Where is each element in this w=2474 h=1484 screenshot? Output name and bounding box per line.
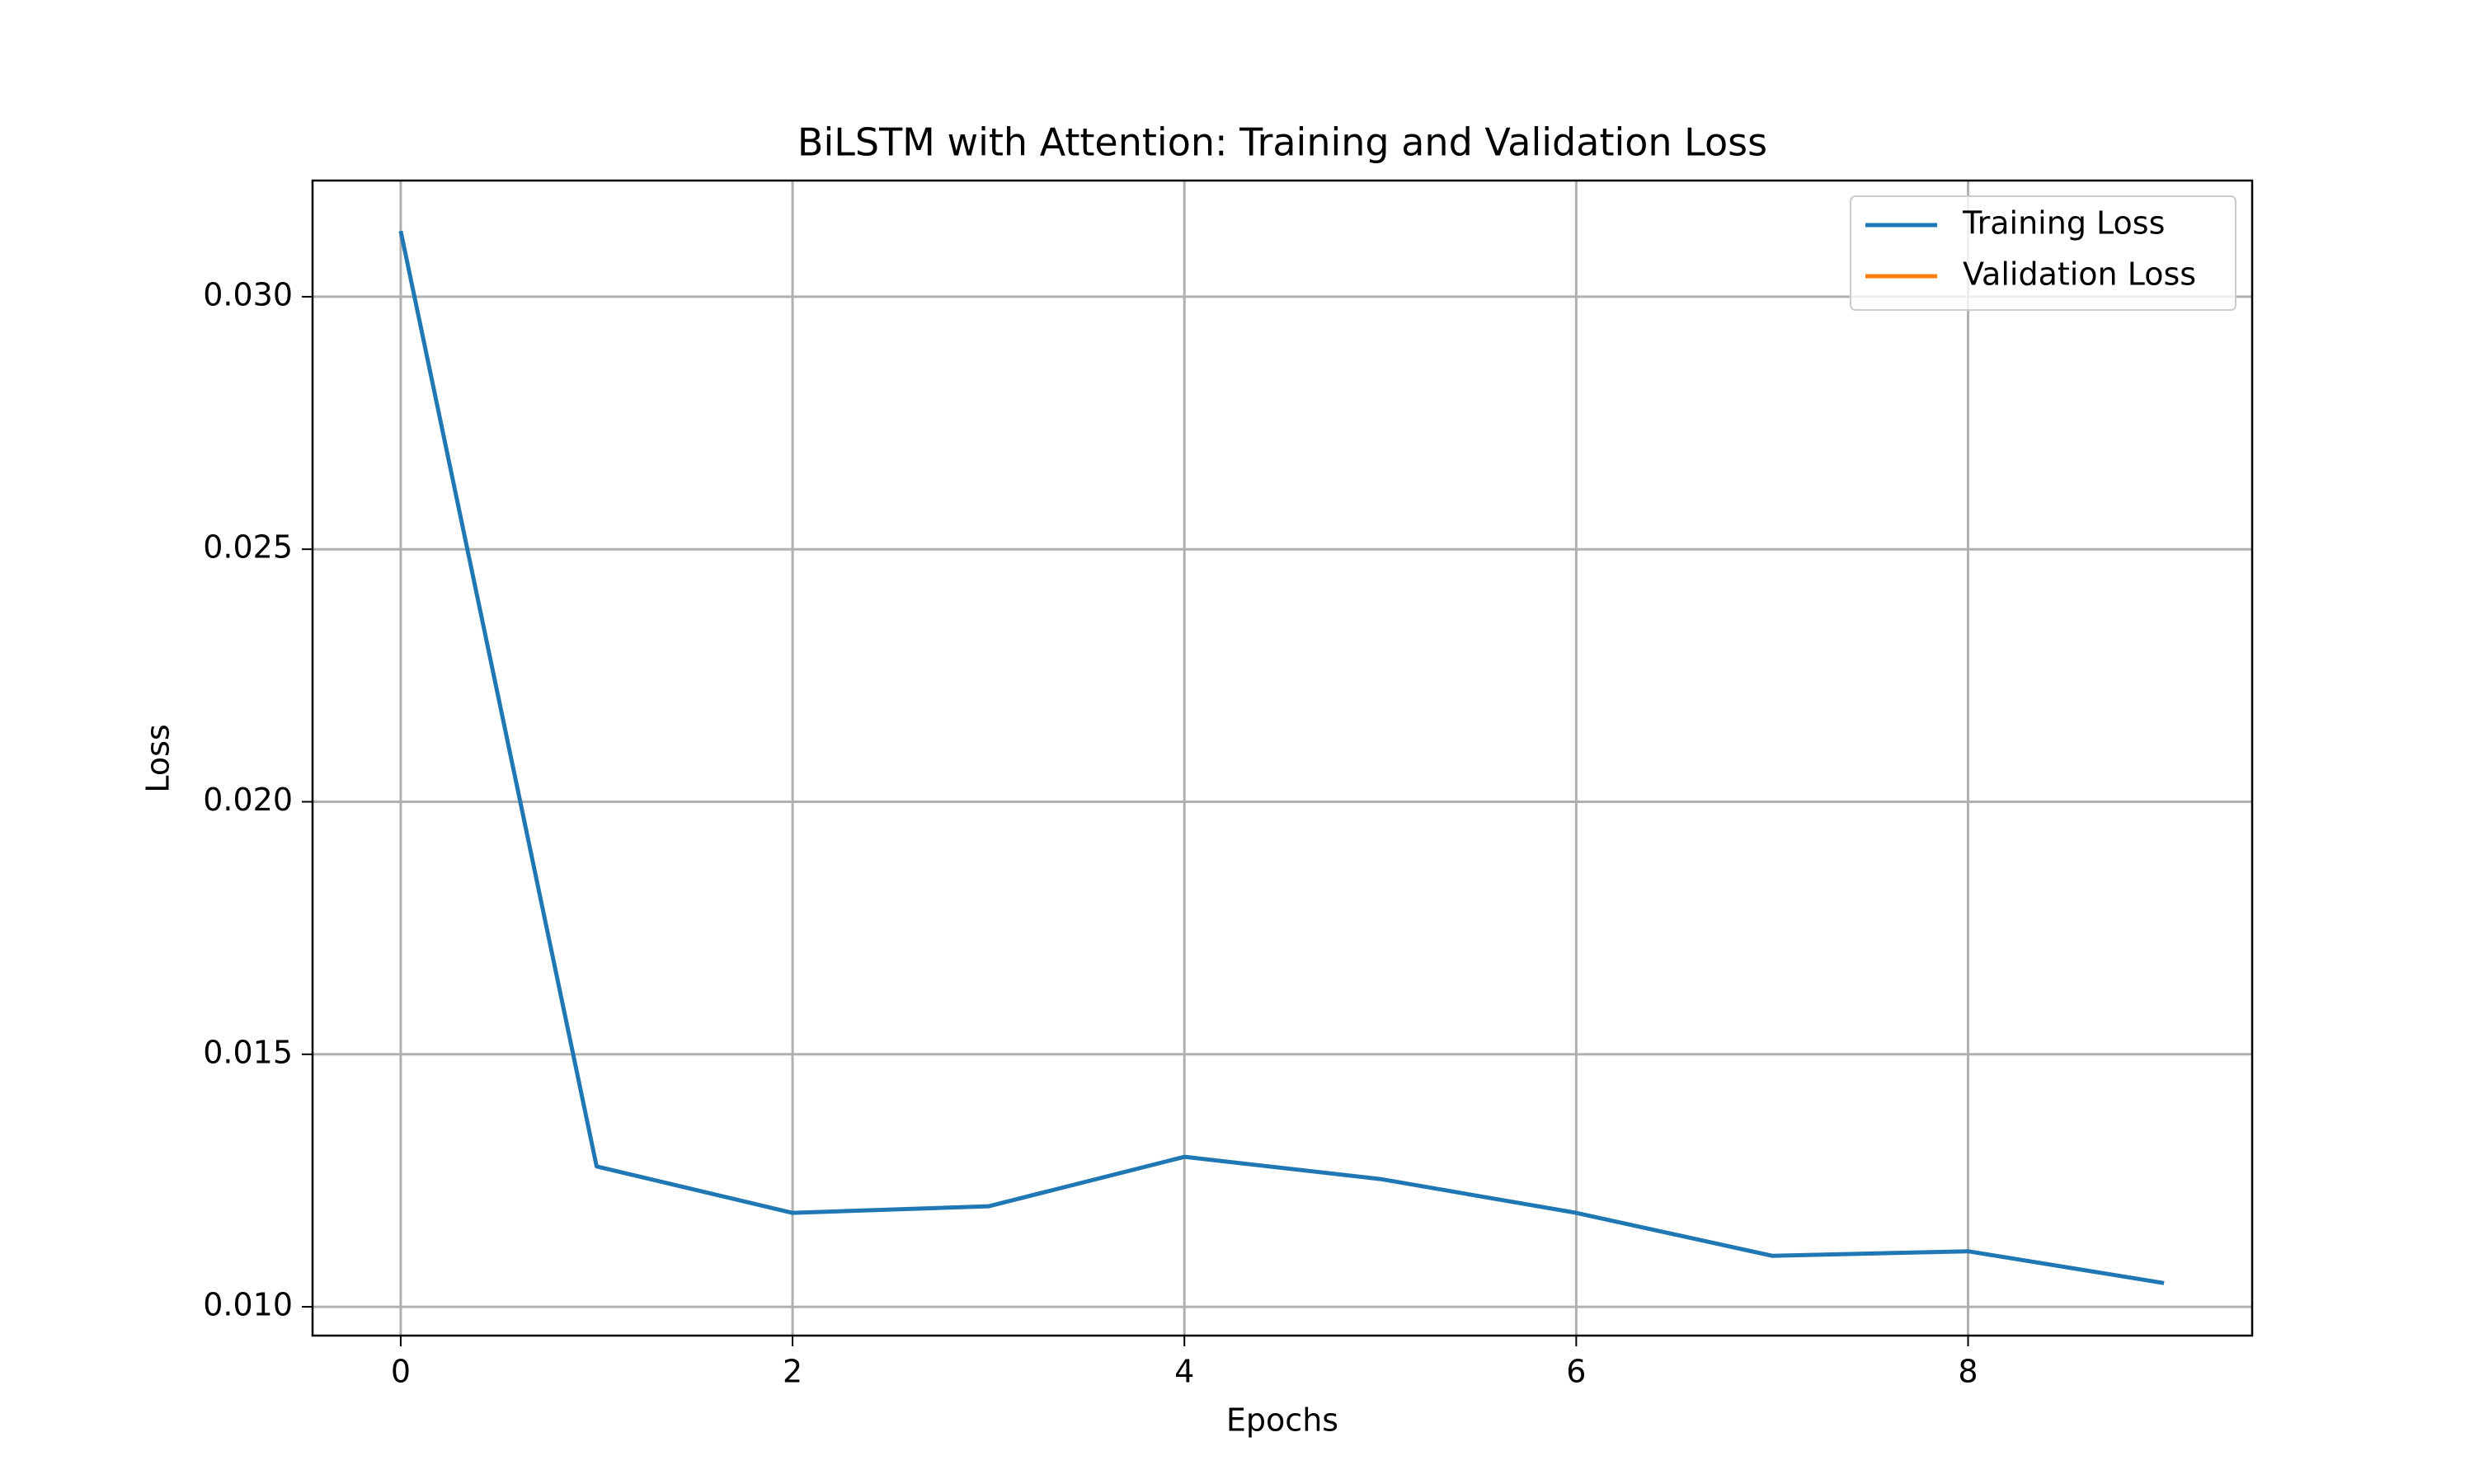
legend-label: Validation Loss: [1963, 256, 2196, 293]
y-tick-label: 0.025: [203, 529, 293, 566]
chart-title: BiLSTM with Attention: Training and Vali…: [797, 120, 1767, 165]
y-tick-label: 0.020: [203, 782, 293, 818]
y-axis-label: Loss: [140, 724, 176, 792]
line-series: [398, 230, 2165, 1285]
axes-frame: [311, 179, 2254, 1337]
x-tick-label: 2: [783, 1354, 802, 1390]
x-tick-label: 6: [1566, 1354, 1586, 1390]
legend-box: [1850, 195, 2236, 311]
y-tick-label: 0.030: [203, 276, 293, 312]
x-tick-label: 4: [1174, 1354, 1194, 1390]
y-tick-label: 0.015: [203, 1034, 293, 1070]
x-tick-label: 0: [391, 1354, 411, 1390]
y-tick-label: 0.010: [203, 1287, 293, 1323]
x-tick-label: 8: [1958, 1354, 1978, 1390]
legend-label: Training Loss: [1962, 205, 2165, 242]
x-axis-label: Epochs: [1226, 1402, 1338, 1439]
